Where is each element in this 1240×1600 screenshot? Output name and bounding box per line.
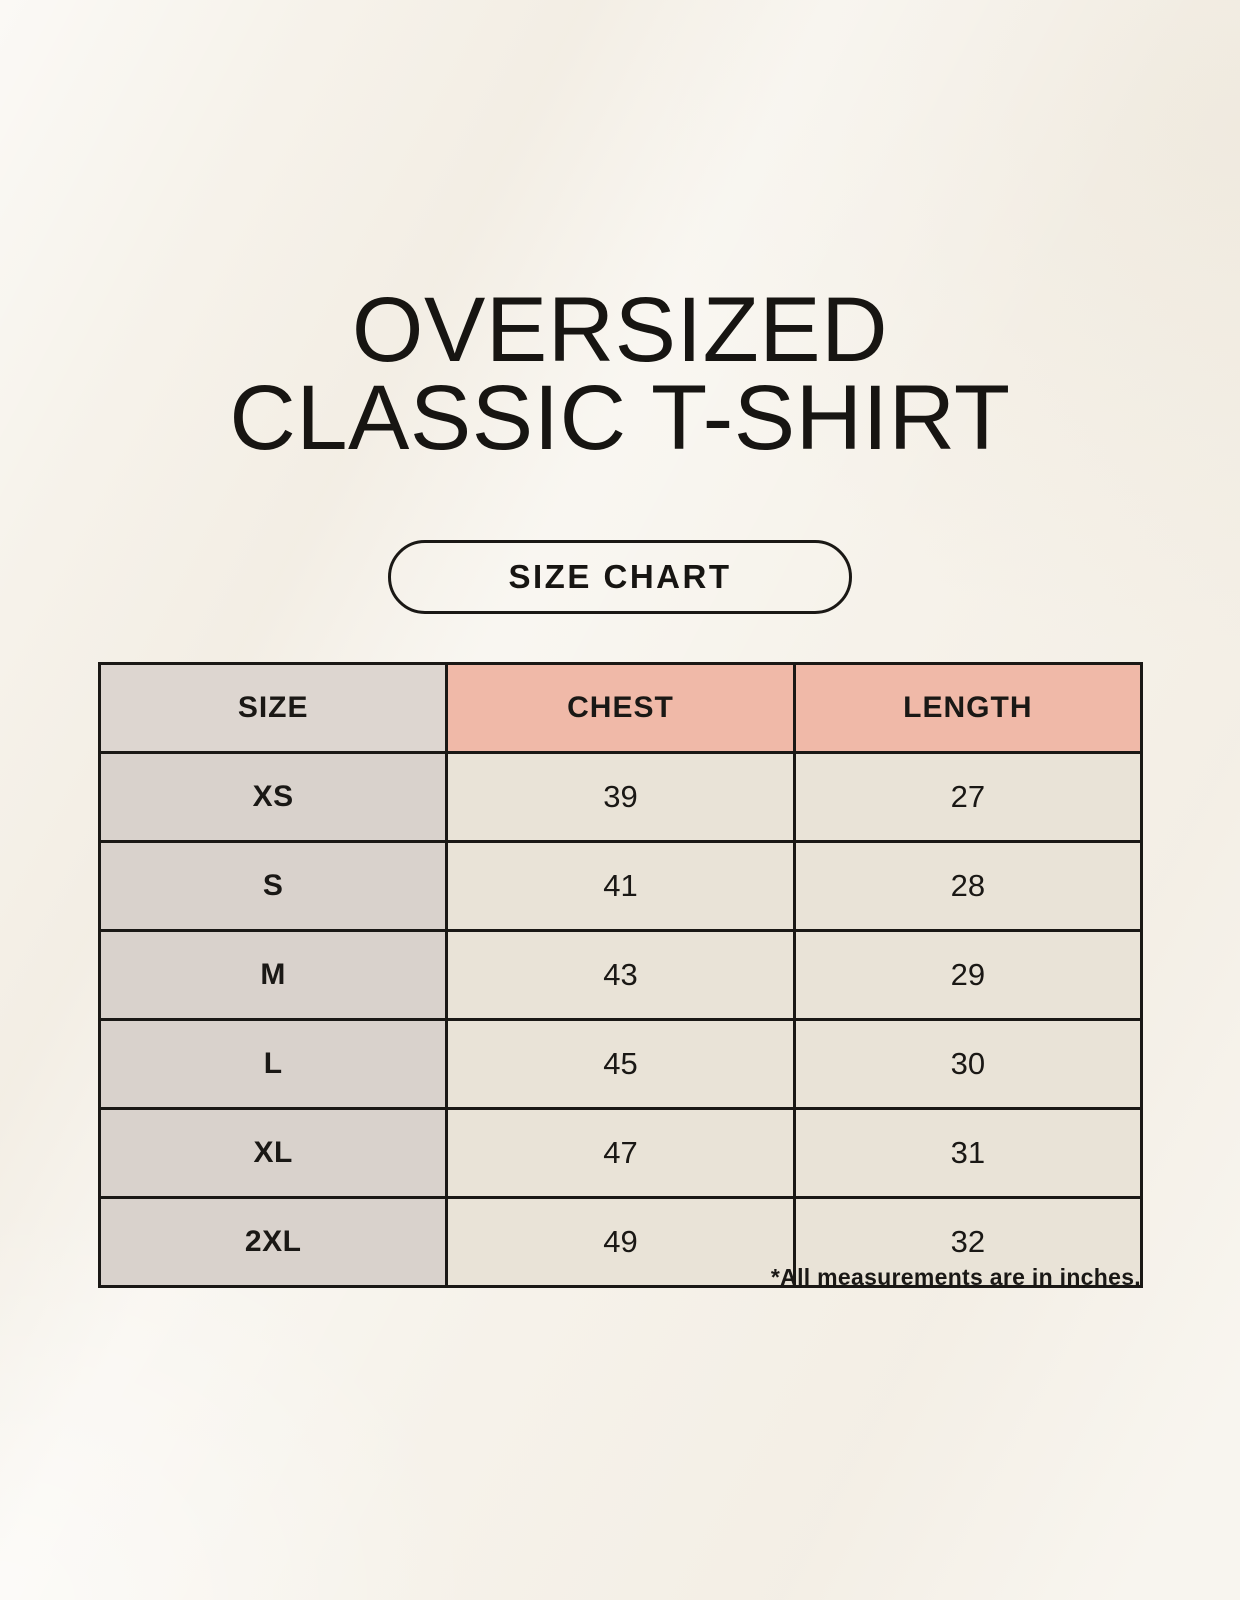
table-header-row: SIZE CHEST LENGTH	[97, 662, 1144, 754]
table-row: L 45 30	[97, 1018, 1144, 1110]
chest-value: 47	[445, 1107, 796, 1199]
size-label: M	[97, 929, 449, 1021]
length-value: 31	[792, 1107, 1144, 1199]
length-value: 27	[792, 751, 1144, 843]
size-label: L	[97, 1018, 449, 1110]
chest-value: 49	[445, 1196, 796, 1288]
chest-value: 39	[445, 751, 796, 843]
size-chart-table: SIZE CHEST LENGTH XS 39 27 S 41 28 M 43 …	[97, 662, 1144, 1288]
length-value: 32	[792, 1196, 1144, 1288]
column-header-chest: CHEST	[445, 662, 796, 754]
column-header-length: LENGTH	[792, 662, 1144, 754]
chest-value: 41	[445, 840, 796, 932]
length-value: 28	[792, 840, 1144, 932]
page-title-line-2: CLASSIC T-SHIRT	[229, 367, 1011, 469]
column-header-size: SIZE	[97, 662, 449, 754]
page-title-line-1: OVERSIZED	[351, 279, 889, 381]
chest-value: 43	[445, 929, 796, 1021]
table-row: 2XL 49 32	[97, 1196, 1144, 1288]
measurements-footnote: *All measurements are in inches.	[770, 1264, 1141, 1290]
size-label: S	[97, 840, 449, 932]
table-row: M 43 29	[97, 929, 1144, 1021]
chest-value: 45	[445, 1018, 796, 1110]
size-label: XL	[97, 1107, 449, 1199]
size-label: 2XL	[97, 1196, 449, 1288]
page-title: OVERSIZED CLASSIC T-SHIRT	[0, 279, 1240, 469]
table-row: XL 47 31	[97, 1107, 1144, 1199]
size-chart-button[interactable]: SIZE CHART	[388, 540, 852, 614]
size-label: XS	[97, 751, 449, 843]
table-row: XS 39 27	[97, 751, 1144, 843]
size-chart-button-label: SIZE CHART	[508, 558, 732, 595]
length-value: 30	[792, 1018, 1144, 1110]
length-value: 29	[792, 929, 1144, 1021]
table-row: S 41 28	[97, 840, 1144, 932]
